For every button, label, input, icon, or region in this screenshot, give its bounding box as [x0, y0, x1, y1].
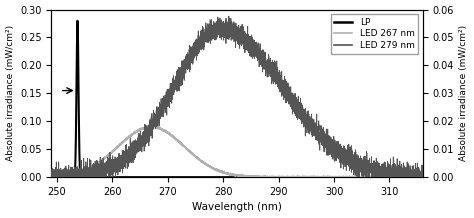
- X-axis label: Wavelength (nm): Wavelength (nm): [192, 203, 282, 213]
- Y-axis label: Absolute irradiance (mW/cm²): Absolute irradiance (mW/cm²): [459, 25, 468, 161]
- Y-axis label: Absolute irradiance (mW/cm²): Absolute irradiance (mW/cm²): [6, 25, 15, 161]
- Legend: LP, LED 267 nm, LED 279 nm: LP, LED 267 nm, LED 279 nm: [331, 14, 418, 54]
